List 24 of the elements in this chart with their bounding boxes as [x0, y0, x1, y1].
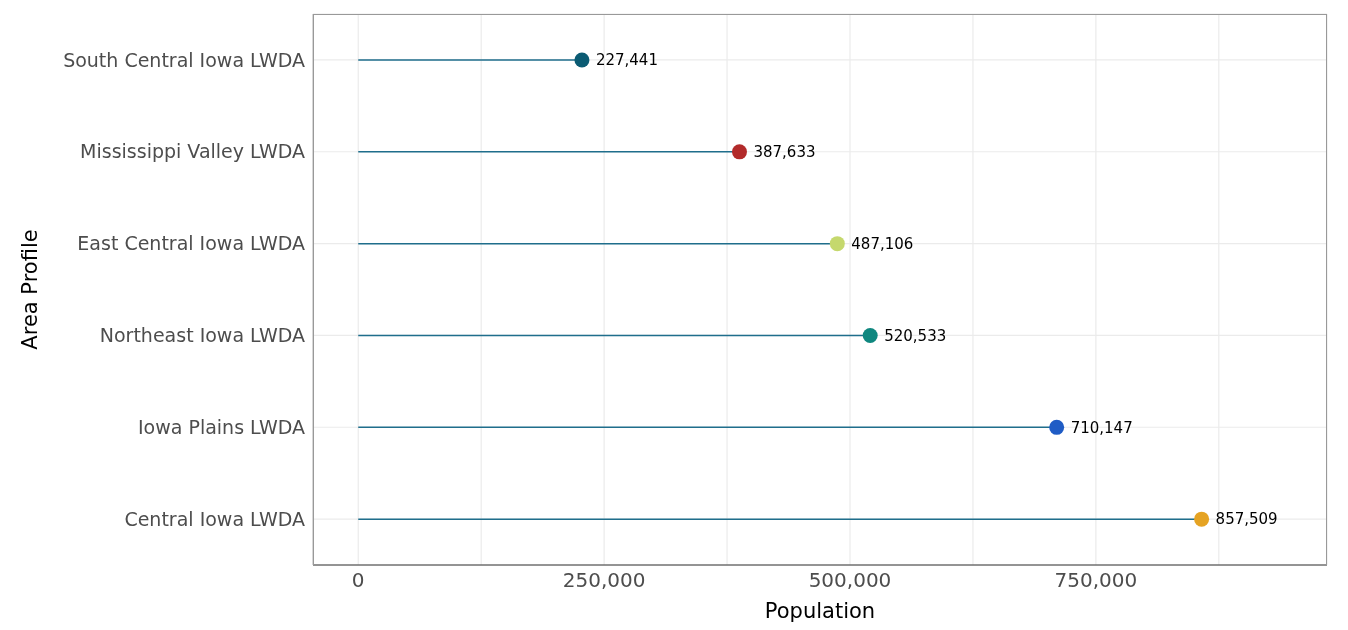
x-tick-label: 0	[351, 568, 365, 593]
y-axis-title: Area Profile	[18, 229, 43, 350]
y-tick-label: East Central Iowa LWDA	[77, 232, 305, 255]
x-tick-label: 750,000	[1054, 568, 1138, 593]
y-tick-label: Iowa Plains LWDA	[137, 415, 305, 438]
x-axis-title: Population	[764, 599, 876, 623]
y-tick-label: Mississippi Valley LWDA	[80, 140, 305, 163]
data-label: 387,633	[753, 143, 816, 162]
point	[574, 52, 590, 68]
point	[862, 328, 878, 343]
point	[1194, 511, 1210, 527]
x-tick-label: 250,000	[562, 568, 646, 593]
data-label: 487,106	[851, 234, 914, 253]
y-tick-label: Central Iowa LWDA	[124, 507, 305, 530]
point	[1049, 419, 1065, 435]
point	[829, 236, 845, 252]
y-tick-label: Northeast Iowa LWDA	[99, 324, 305, 347]
data-label: 520,533	[884, 326, 947, 345]
data-label: 857,509	[1215, 510, 1278, 529]
data-label: 227,441	[595, 51, 658, 70]
data-label: 710,147	[1070, 418, 1133, 437]
y-tick-label: South Central Iowa LWDA	[63, 48, 305, 71]
point	[731, 144, 747, 160]
x-tick-label: 500,000	[808, 568, 892, 593]
